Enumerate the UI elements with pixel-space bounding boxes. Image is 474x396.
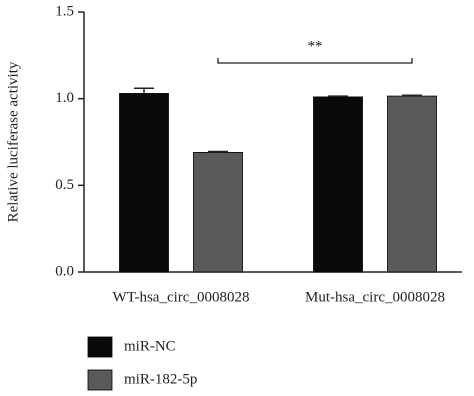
- error-bar: [134, 87, 154, 94]
- legend-label: miR-182-5p: [124, 371, 197, 387]
- error-bar: [402, 94, 422, 97]
- bar: [387, 95, 437, 273]
- significance-bracket: [217, 58, 413, 64]
- error-bar: [328, 95, 348, 97]
- legend-swatch: [87, 336, 113, 358]
- x-tick-label: Mut-hsa_circ_0008028: [305, 289, 445, 305]
- y-axis-label: Relative luciferase activity: [5, 61, 21, 222]
- x-tick-label: WT-hsa_circ_0008028: [113, 289, 250, 305]
- annotation: **: [308, 38, 323, 54]
- y-tick-label: 0.5: [55, 177, 74, 193]
- bar: [119, 93, 169, 273]
- error-bar: [208, 150, 228, 153]
- bar: [193, 151, 243, 273]
- y-tick-label: 0.0: [55, 263, 74, 279]
- legend-swatch: [87, 369, 113, 391]
- y-tick-label: 1.5: [55, 3, 74, 19]
- legend-label: miR-NC: [124, 338, 176, 354]
- y-tick-label: 1.0: [55, 90, 74, 106]
- bar: [313, 96, 363, 273]
